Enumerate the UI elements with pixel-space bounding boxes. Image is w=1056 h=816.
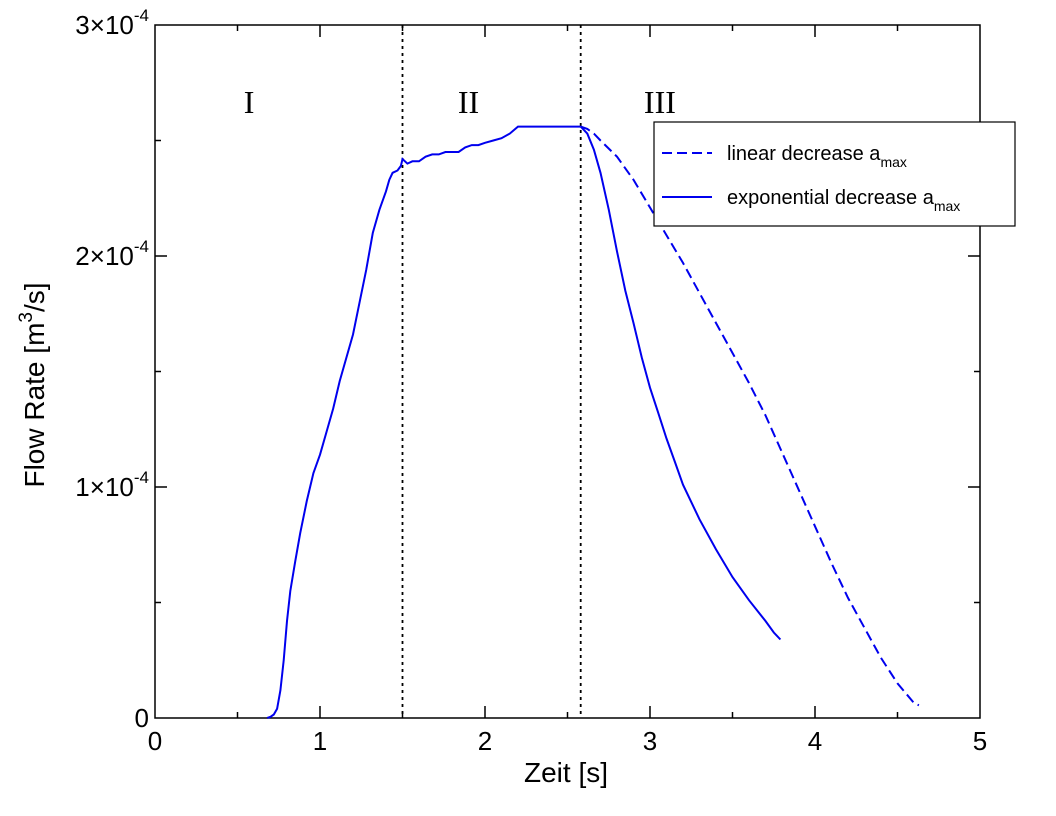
y-tick-label: 3×10-4: [75, 6, 149, 40]
series-line-exponential-decrease: [579, 125, 782, 641]
y-axis-title: Flow Rate [m3/s]: [16, 282, 50, 487]
y-tick-label: 2×10-4: [75, 237, 149, 271]
y-tick-label: 1×10-4: [75, 468, 149, 502]
x-tick-label: 0: [148, 726, 162, 756]
x-axis-title: Zeit [s]: [524, 757, 608, 788]
phase-label: I: [244, 84, 255, 120]
x-tick-label: 3: [643, 726, 657, 756]
legend-box: [653, 121, 1016, 227]
phase-label: III: [644, 84, 676, 120]
x-tick-label: 1: [313, 726, 327, 756]
x-tick-label: 4: [808, 726, 822, 756]
phase-divider-lines: [401, 25, 582, 718]
x-tick-label: 2: [478, 726, 492, 756]
series-line-rise-plateau: [266, 125, 581, 719]
y-tick-label: 0: [135, 703, 149, 733]
phase-labels: I II III: [244, 84, 676, 120]
series-line-linear-decrease: [580, 125, 920, 707]
legend-label: exponential decrease amax: [727, 187, 960, 214]
legend: linear decrease amax exponential decrease…: [653, 121, 1016, 227]
series-layer: [266, 125, 920, 719]
x-tick-label: 5: [973, 726, 987, 756]
legend-label: linear decrease amax: [727, 143, 907, 170]
axes: 0 1 2 3 4 5 0 1×10-4 2×10-4 3×10-4: [75, 6, 987, 756]
phase-label: II: [458, 84, 479, 120]
